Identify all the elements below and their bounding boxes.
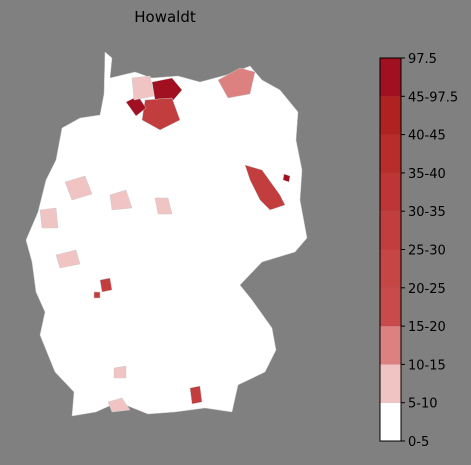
colorbar-label: 45-97.5 xyxy=(408,90,458,105)
colorbar-segment xyxy=(380,96,401,135)
region xyxy=(154,197,173,215)
colorbar-label: 10-15 xyxy=(408,358,446,373)
region xyxy=(189,385,203,405)
colorbar-segment xyxy=(380,402,401,441)
region xyxy=(113,365,127,379)
colorbar-label: 30-35 xyxy=(408,205,446,220)
colorbar-label: 97.5 xyxy=(408,52,437,67)
colorbar-label: 15-20 xyxy=(408,320,446,335)
colorbar-segment xyxy=(380,364,401,403)
region xyxy=(244,164,286,211)
region xyxy=(64,175,93,201)
colorbar-label: 25-30 xyxy=(408,244,446,259)
map-title: Howaldt xyxy=(134,8,196,26)
region xyxy=(131,75,155,101)
colorbar-segment xyxy=(380,134,401,173)
colorbar-segment xyxy=(380,326,401,365)
colorbar-segment xyxy=(380,287,401,327)
colorbar-segment xyxy=(380,58,401,97)
region xyxy=(39,207,59,229)
colorbar-label: 35-40 xyxy=(408,167,446,182)
region xyxy=(141,97,181,131)
region xyxy=(282,173,291,183)
germany-map xyxy=(25,51,308,417)
colorbar-label: 40-45 xyxy=(408,129,446,144)
region xyxy=(93,291,101,299)
colorbar-label: 0-5 xyxy=(408,435,429,450)
region xyxy=(109,189,133,211)
colorbar-label: 5-10 xyxy=(408,397,438,412)
colorbar-segment xyxy=(380,172,401,212)
region xyxy=(107,397,131,413)
region xyxy=(217,67,256,99)
colorbar: 0-5 5-10 10-15 15-20 20-25 25-30 30-35 35-40 40-… xyxy=(379,52,458,450)
colorbar-segment xyxy=(380,249,401,288)
region xyxy=(55,249,81,269)
colorbar-label: 20-25 xyxy=(408,282,446,297)
colorbar-segment xyxy=(380,211,401,250)
region xyxy=(151,77,183,105)
region xyxy=(99,277,113,293)
